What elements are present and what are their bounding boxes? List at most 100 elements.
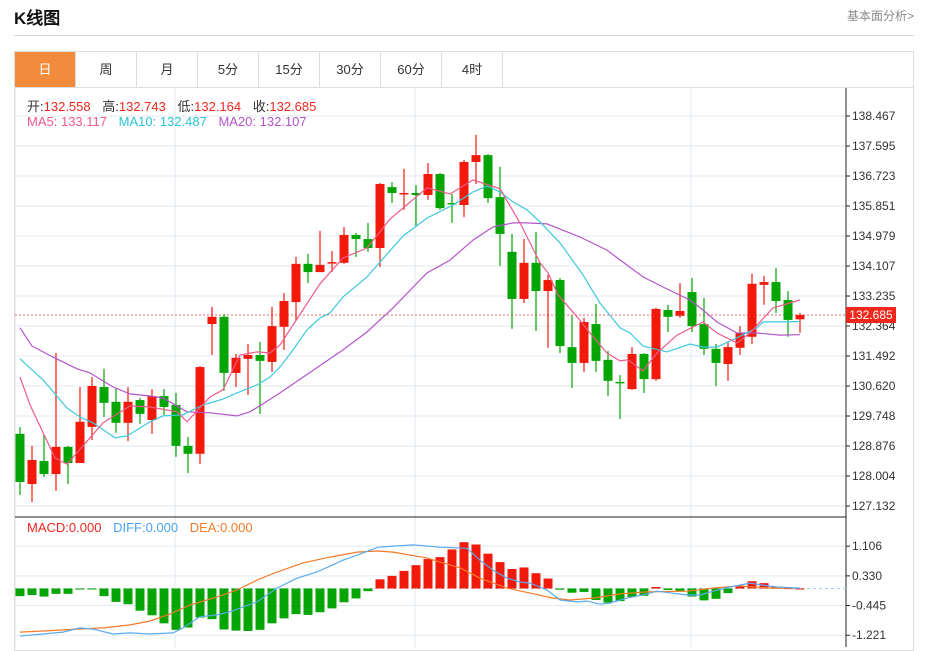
- candle-down: [567, 347, 577, 363]
- close-label: 收:: [252, 99, 270, 114]
- price-tick-label: 127.132: [852, 499, 896, 513]
- macd-tick-label: 1.106: [852, 539, 882, 553]
- candle-up: [375, 184, 385, 249]
- price-tick-label: 133.235: [852, 289, 896, 303]
- tab-15min[interactable]: 15分: [259, 52, 320, 88]
- candle-up: [279, 301, 289, 327]
- candle-up: [423, 174, 433, 196]
- macd-bar: [135, 588, 145, 611]
- macd-bar: [327, 588, 337, 609]
- candle-up: [243, 355, 253, 359]
- macd-bar: [207, 588, 217, 620]
- macd-bar: [411, 565, 421, 589]
- macd-tick-label: -1.221: [852, 628, 886, 642]
- candle-down: [99, 387, 109, 403]
- candle-down: [15, 433, 25, 482]
- tab-60min[interactable]: 60分: [381, 52, 442, 88]
- macd-bar: [183, 588, 193, 628]
- tab-month[interactable]: 月: [137, 52, 198, 88]
- macd-bar: [75, 588, 85, 590]
- candle-down: [39, 460, 49, 475]
- ma10-value: 132.487: [159, 114, 207, 129]
- header-divider: [14, 35, 914, 36]
- macd-value: 0.000: [68, 520, 102, 535]
- price-tick-label: 138.467: [852, 109, 896, 123]
- candle-down: [507, 251, 517, 299]
- macd-tick-label: 0.330: [852, 569, 882, 583]
- macd-bar: [579, 588, 589, 592]
- macd-bar: [267, 588, 277, 624]
- macd-info: MACD:0.000 DIFF:0.000 DEA:0.000: [27, 520, 253, 535]
- candle-up: [231, 357, 241, 373]
- macd-bar: [735, 586, 745, 589]
- macd-bar: [651, 586, 661, 589]
- ma10-label: MA10:: [118, 114, 160, 129]
- diff-label: DIFF:: [113, 520, 146, 535]
- price-tick-label: 129.748: [852, 409, 896, 423]
- candle-down: [483, 155, 493, 199]
- candle-down: [159, 395, 169, 407]
- ma20-value: 132.107: [259, 114, 307, 129]
- candle-down: [387, 187, 397, 193]
- ma5-label: MA5:: [27, 114, 61, 129]
- candle-up: [147, 395, 157, 421]
- candle-up: [471, 155, 481, 163]
- macd-bar: [279, 588, 289, 619]
- macd-bar: [447, 549, 457, 589]
- macd-bar: [291, 588, 301, 615]
- fundamental-analysis-link[interactable]: 基本面分析>: [846, 9, 914, 23]
- diff-line: [19, 544, 801, 637]
- macd-bar: [195, 588, 205, 618]
- macd-bar: [159, 588, 169, 624]
- macd-bar: [99, 588, 109, 597]
- candle-up: [399, 192, 409, 195]
- candle-down: [219, 316, 229, 373]
- macd-bar: [555, 588, 565, 590]
- macd-bar: [147, 588, 157, 616]
- macd-bar: [423, 559, 433, 589]
- price-tick-label: 128.876: [852, 439, 896, 453]
- price-tick-label: 131.492: [852, 349, 896, 363]
- macd-bar: [723, 588, 733, 594]
- macd-bar: [303, 588, 313, 615]
- candle-down: [447, 202, 457, 205]
- macd-bar: [375, 579, 385, 589]
- macd-bar: [39, 588, 49, 597]
- tab-30min[interactable]: 30分: [320, 52, 381, 88]
- ma20-label: MA20:: [218, 114, 260, 129]
- macd-bar: [567, 588, 577, 593]
- tab-day[interactable]: 日: [15, 52, 76, 88]
- macd-bar: [123, 588, 133, 605]
- ma5-line: [19, 179, 801, 465]
- high-label: 高:: [102, 99, 119, 114]
- macd-bar: [495, 562, 505, 589]
- macd-bar: [315, 588, 325, 613]
- macd-bar: [471, 544, 481, 589]
- macd-bar: [399, 570, 409, 589]
- macd-bar: [615, 588, 625, 602]
- open-label: 开:: [27, 99, 44, 114]
- tab-week[interactable]: 周: [76, 52, 137, 88]
- dea-value: 0.000: [220, 520, 253, 535]
- macd-bar: [591, 588, 601, 600]
- price-tick-label: 136.723: [852, 169, 896, 183]
- macd-bar: [27, 588, 37, 596]
- macd-bar: [459, 542, 469, 589]
- candle-down: [591, 324, 601, 361]
- candle-up: [543, 280, 553, 292]
- macd-bar: [15, 588, 25, 597]
- candle-up: [339, 234, 349, 263]
- candle-down: [531, 262, 541, 292]
- candle-down: [255, 355, 265, 361]
- tab-4hour[interactable]: 4时: [442, 52, 503, 88]
- ma20-line: [19, 222, 801, 417]
- candle-up: [267, 326, 277, 362]
- candle-down: [351, 234, 361, 240]
- tab-5min[interactable]: 5分: [198, 52, 259, 88]
- macd-bar: [243, 588, 253, 631]
- candle-down: [171, 404, 181, 446]
- candle-up: [75, 421, 85, 464]
- last-price-tag: 132.685: [846, 307, 896, 323]
- macd-label: MACD:: [27, 520, 69, 535]
